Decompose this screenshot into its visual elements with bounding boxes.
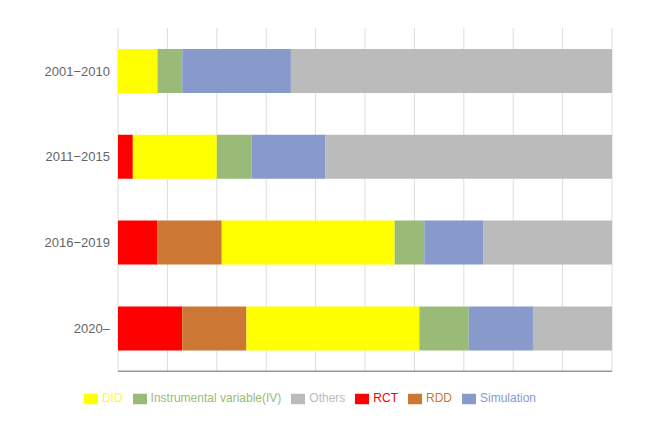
svg-text:2020–: 2020– — [74, 321, 111, 336]
html-text:RDD: RDD — [426, 391, 452, 406]
html-text:Instrumental variable(IV): Instrumental variable(IV) — [150, 391, 282, 406]
html-text:Simulation: Simulation — [480, 391, 536, 406]
html-text:RCT: RCT — [373, 391, 398, 406]
svg-text:2001−2010: 2001−2010 — [45, 64, 110, 79]
svg-text:2016−2019: 2016−2019 — [45, 235, 110, 250]
html-text:DID: DID — [101, 391, 123, 406]
html-text:Others: Others — [309, 391, 346, 406]
svg-text:2011−2015: 2011−2015 — [46, 149, 110, 164]
